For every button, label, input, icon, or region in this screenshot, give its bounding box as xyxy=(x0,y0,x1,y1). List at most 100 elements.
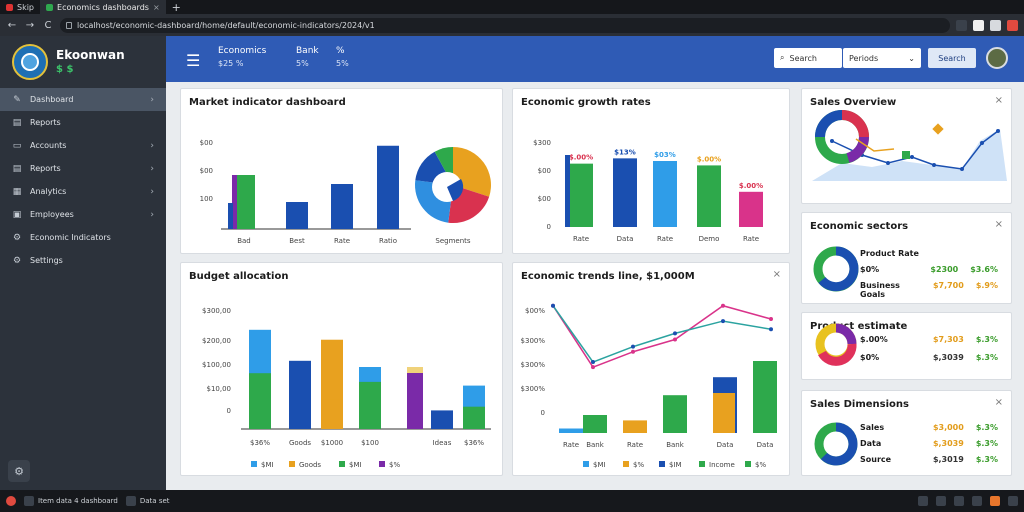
sidebar-item[interactable]: ▤ Reports xyxy=(0,111,166,134)
y-tick-label: 0 xyxy=(227,407,231,415)
header-stat-value: $25 % xyxy=(218,59,244,68)
bar xyxy=(286,202,308,229)
y-tick-label: $00 xyxy=(538,167,551,175)
sidebar-item[interactable]: ⚙ Settings xyxy=(0,249,166,272)
x-tick-label: Demo xyxy=(699,235,720,243)
tray-icon[interactable] xyxy=(1008,496,1018,506)
y-tick-label: 0 xyxy=(547,223,551,231)
bar xyxy=(377,145,399,229)
x-tick-label: $1000 xyxy=(321,439,343,447)
sector-percent: $3.6% xyxy=(970,265,998,274)
close-icon[interactable]: × xyxy=(994,95,1003,106)
tray-icon[interactable] xyxy=(954,496,964,506)
sector-name: $0% xyxy=(860,265,880,274)
x-tick-label: Bank xyxy=(666,441,685,449)
chevron-right-icon: › xyxy=(150,140,154,151)
y-tick-label: $200,00 xyxy=(202,337,231,345)
x-tick-label: Ideas xyxy=(433,439,452,447)
taskbar-item[interactable]: Data set xyxy=(125,496,170,506)
dimension-percent: $.3% xyxy=(975,439,998,448)
estimate-row: $.00% $7,303 $.3% xyxy=(860,335,998,344)
settings-icon[interactable]: ⚙ xyxy=(8,460,30,482)
app-icon xyxy=(125,496,136,506)
taskbar-item[interactable]: Item data 4 dashboard xyxy=(24,496,118,506)
bar-accent xyxy=(232,175,237,229)
sidebar-item[interactable]: ▤ Reports › xyxy=(0,157,166,180)
browser-tab-active[interactable]: Economics dashboards × xyxy=(40,0,166,14)
sidebar-item-label: Employees xyxy=(30,210,74,219)
legend-label: $IM xyxy=(669,461,682,469)
x-tick-label: Ratio xyxy=(379,237,397,245)
y-tick-label: $00 xyxy=(200,167,213,175)
tray-icon[interactable] xyxy=(990,496,1000,506)
search-placeholder: Search xyxy=(789,53,817,63)
bar xyxy=(583,415,607,433)
series-point xyxy=(551,303,555,308)
bar xyxy=(559,428,583,433)
header-stat-value: 5% xyxy=(296,59,309,68)
dashboard-content: Market indicator dashboard $00 $00 100 Bad B… xyxy=(166,82,1024,490)
doc-icon: ▤ xyxy=(12,163,22,174)
profile-icon[interactable] xyxy=(990,19,1001,31)
close-icon[interactable]: × xyxy=(994,397,1003,408)
card-title: Budget allocation xyxy=(189,271,289,282)
new-tab-icon[interactable]: + xyxy=(171,0,181,14)
series-line xyxy=(831,130,999,170)
search-input[interactable]: ⌕ Search xyxy=(774,48,842,68)
bar xyxy=(331,184,353,229)
data-label: $.00% xyxy=(569,154,593,162)
y-tick-label: $300% xyxy=(521,337,546,345)
legend-label: $% xyxy=(633,461,644,469)
taskbar-item-label: Item data 4 dashboard xyxy=(38,497,118,505)
legend-label: Goods xyxy=(299,461,321,469)
tray-icon[interactable] xyxy=(972,496,982,506)
legend-swatch xyxy=(623,461,629,467)
search-button[interactable]: Search xyxy=(928,48,976,68)
sidebar-item[interactable]: ⚙ Economic Indicators xyxy=(0,226,166,249)
y-tick-label: $10,00 xyxy=(207,385,232,393)
url-field[interactable]: localhost/economic-dashboard/home/defaul… xyxy=(60,17,950,33)
sidebar-item[interactable]: ✎ Dashboard › xyxy=(0,88,166,111)
x-tick-label: Rate xyxy=(743,235,759,243)
doc-icon: ▤ xyxy=(12,117,22,128)
x-tick-label: Data xyxy=(717,441,734,449)
header-stat-title: Economics xyxy=(218,46,267,56)
sidebar-item[interactable]: ▭ Accounts › xyxy=(0,134,166,157)
sidebar-item[interactable]: ▦ Analytics › xyxy=(0,180,166,203)
sector-row: $0% $2300 $3.6% xyxy=(860,265,998,274)
reload-button[interactable]: C xyxy=(44,19,52,31)
card-title: Sales Overview xyxy=(810,97,897,108)
start-icon[interactable] xyxy=(6,496,16,506)
close-icon[interactable]: × xyxy=(772,269,781,280)
star-icon[interactable] xyxy=(973,19,984,31)
avatar[interactable] xyxy=(986,47,1008,69)
people-icon: ▣ xyxy=(12,209,22,220)
browser-tab[interactable]: Skip xyxy=(0,0,40,14)
brand-subtitle: $ $ xyxy=(56,64,74,75)
menu-icon[interactable]: ☰ xyxy=(186,51,201,70)
period-select[interactable]: Periods ⌄ xyxy=(843,48,921,68)
dimension-percent: $.3% xyxy=(975,423,998,432)
bar xyxy=(569,163,593,227)
bar xyxy=(613,158,637,227)
settings-icon: ⚙ xyxy=(12,232,22,243)
tray-icon[interactable] xyxy=(936,496,946,506)
back-button[interactable]: ← xyxy=(7,19,17,31)
extension-icon[interactable] xyxy=(956,19,967,31)
product-estimate-card: Product estimate $.00% $7,303 $.3% $0% $… xyxy=(801,312,1012,380)
close-icon[interactable]: × xyxy=(994,219,1003,230)
sidebar: Ekoonwan $ $ ✎ Dashboard › ▤ Reports ▭ Account… xyxy=(0,36,166,490)
pie-inner-slice xyxy=(447,179,464,201)
sidebar-item[interactable]: ▣ Employees › xyxy=(0,203,166,226)
dimension-value: $,3039 xyxy=(932,439,964,448)
tab-label: Economics dashboards xyxy=(57,2,149,12)
estimate-donut-icon xyxy=(815,323,857,366)
forward-button[interactable]: → xyxy=(25,19,35,31)
bar-segment xyxy=(359,381,381,429)
tray-icon[interactable] xyxy=(918,496,928,506)
header-stat: % 5% xyxy=(336,46,349,68)
close-tab-icon[interactable]: × xyxy=(152,2,160,12)
extension-icon[interactable] xyxy=(1007,19,1018,31)
bar xyxy=(431,410,453,429)
estimate-value: $7,303 xyxy=(932,335,964,344)
